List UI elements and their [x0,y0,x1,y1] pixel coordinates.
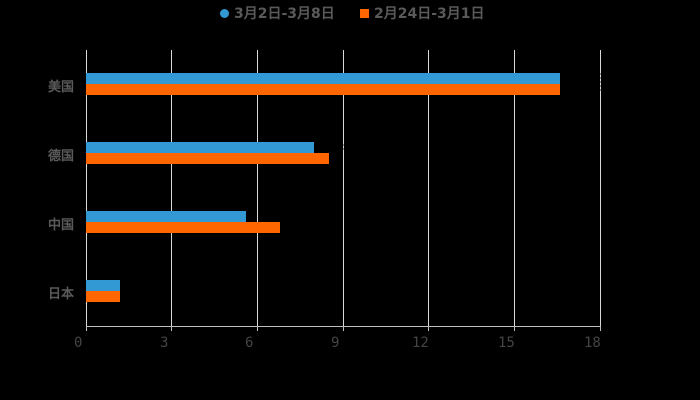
x-tick-label: 3 [160,335,169,351]
legend-label: 2月24日-3月1日 [374,6,485,22]
dashed-mark [600,89,601,91]
x-tick-label: 6 [245,335,254,351]
gridline [343,50,344,326]
bar-series1[interactable] [86,142,314,153]
gridline [86,50,87,326]
x-tick [257,326,258,331]
legend-item-series2[interactable]: 2月24日-3月1日 [360,3,485,23]
bar-series2[interactable] [86,84,560,95]
bar-series1[interactable] [86,211,246,222]
x-tick [343,326,344,331]
dashed-mark [600,81,601,83]
x-tick-label: 18 [584,335,601,351]
gridline [514,50,515,326]
bar-series2[interactable] [86,291,120,302]
bar-series2[interactable] [86,153,329,164]
bar-series1[interactable] [86,73,560,84]
dashed-mark [600,73,601,75]
gridline [171,50,172,326]
x-tick [171,326,172,331]
dashed-mark [600,77,601,79]
square-marker-icon [360,8,369,18]
legend-label: 3月2日-3月8日 [234,6,335,22]
circle-marker-icon [220,8,229,18]
x-tick [86,326,87,331]
x-tick-label: 9 [331,335,340,351]
gridline [428,50,429,326]
gridline [600,50,601,326]
category-label-china: 中国 [48,218,75,233]
dashed-mark [343,144,344,146]
x-tick [428,326,429,331]
category-label-usa: 美国 [48,80,75,95]
gridline [257,50,258,326]
dashed-mark [600,85,601,87]
x-tick-label: 12 [412,335,429,351]
x-tick-label: 0 [74,335,83,351]
bar-series1[interactable] [86,280,120,291]
x-tick [600,326,601,331]
plot-area [86,50,601,326]
category-label-germany: 德国 [48,149,75,164]
x-tick-label: 15 [498,335,515,351]
dashed-mark [343,148,344,150]
category-label-japan: 日本 [48,287,75,302]
legend: 3月2日-3月8日 2月24日-3月1日 [0,3,700,23]
legend-item-series1[interactable]: 3月2日-3月8日 [220,3,335,23]
x-tick [514,326,515,331]
bar-series2[interactable] [86,222,280,233]
